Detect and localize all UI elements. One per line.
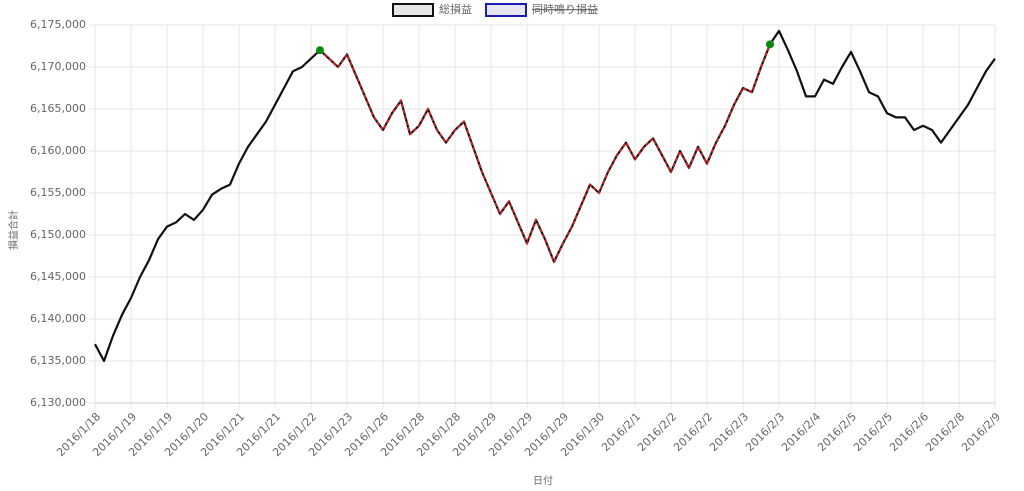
y-tick-label: 6,175,000 — [30, 18, 86, 31]
y-tick-label: 6,140,000 — [30, 312, 86, 325]
highlight-marker — [316, 46, 324, 55]
y-tick-label: 6,150,000 — [30, 228, 86, 241]
x-axis-title: 日付 — [533, 474, 553, 487]
legend-swatch — [485, 3, 527, 17]
y-tick-label: 6,135,000 — [30, 354, 86, 367]
x-tick-label: 2016/2/9 — [959, 410, 1003, 454]
highlight-line — [319, 44, 771, 264]
legend-swatch — [392, 3, 434, 17]
y-tick-label: 6,155,000 — [30, 186, 86, 199]
y-tick-label: 6,170,000 — [30, 60, 86, 73]
legend-label: 同時鳴り損益 — [532, 2, 598, 16]
y-axis-title: 損益合計 — [7, 210, 20, 250]
series-line — [94, 29, 996, 363]
y-tick-label: 6,130,000 — [30, 396, 86, 409]
y-tick-label: 6,165,000 — [30, 102, 86, 115]
legend-label: 総損益 — [439, 2, 472, 16]
y-tick-label: 6,145,000 — [30, 270, 86, 283]
y-tick-label: 6,160,000 — [30, 144, 86, 157]
highlight-marker — [766, 40, 774, 49]
